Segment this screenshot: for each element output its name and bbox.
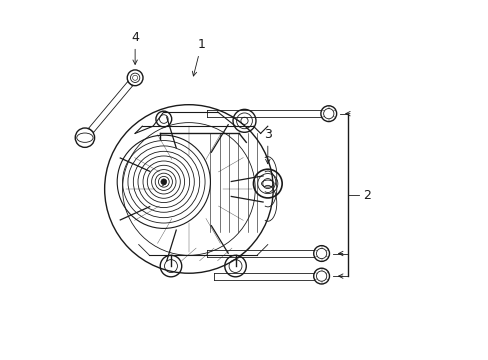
Text: 1: 1 xyxy=(192,38,205,76)
Circle shape xyxy=(161,179,166,185)
Text: 2: 2 xyxy=(362,189,370,202)
Text: 4: 4 xyxy=(131,31,139,64)
Text: 3: 3 xyxy=(264,127,271,164)
